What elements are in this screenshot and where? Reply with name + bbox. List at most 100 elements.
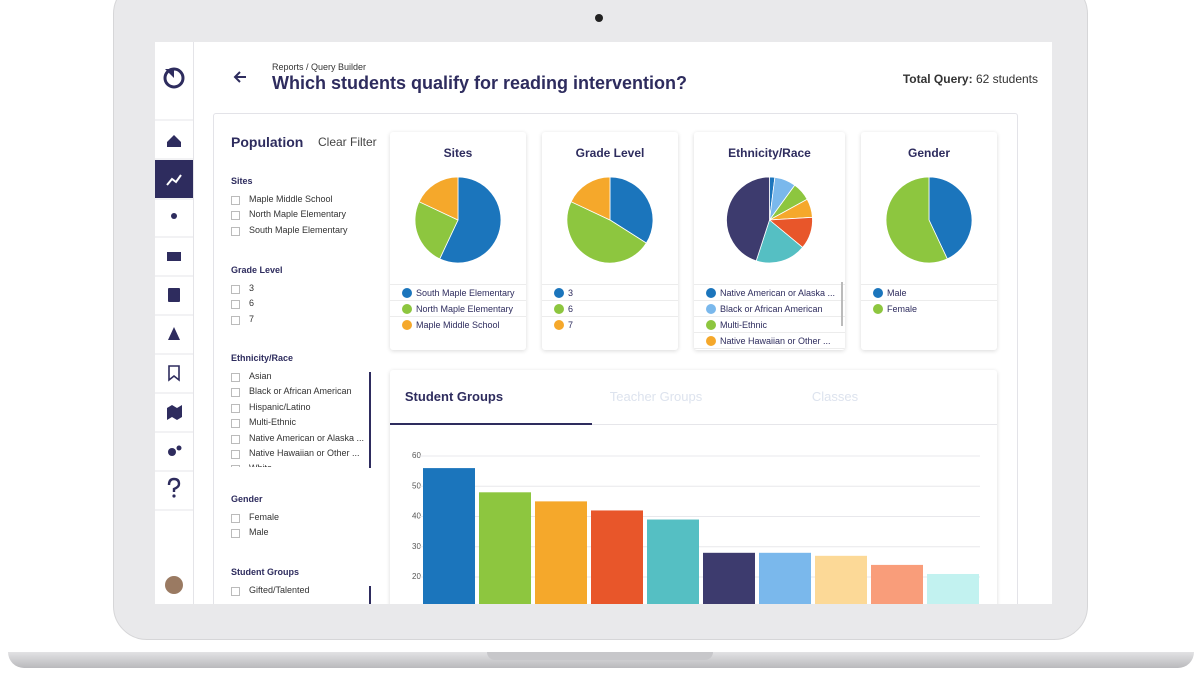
avatar[interactable] <box>165 576 183 594</box>
legend-scrollbar <box>841 282 843 326</box>
help-icon[interactable] <box>167 477 181 492</box>
option-label: Native Hawaiian or Other ... <box>249 448 360 458</box>
teach-icon[interactable] <box>167 252 181 261</box>
filter-option[interactable]: Asian <box>231 371 272 382</box>
tools-icon[interactable] <box>168 327 180 340</box>
checkbox[interactable] <box>231 514 240 523</box>
filter-option[interactable]: Gifted/Talented <box>231 585 310 596</box>
pie-title: Ethnicity/Race <box>728 146 811 160</box>
filter-option[interactable]: Female <box>231 512 280 523</box>
legend-item: South Maple Elementary <box>390 284 526 300</box>
pie-slice <box>885 176 948 264</box>
y-tick-label: 30 <box>412 542 421 551</box>
tab[interactable]: Classes <box>811 389 859 404</box>
option-label: 7 <box>249 313 255 324</box>
filter-options: Maple Middle School North Maple Elementar… <box>231 194 371 254</box>
checkbox[interactable] <box>231 434 240 444</box>
checkbox[interactable] <box>231 419 240 429</box>
filter-option[interactable]: North Maple Elementary <box>231 209 346 221</box>
legend-label: 7 <box>568 320 574 330</box>
pie-card: Grade Level 3 6 7 <box>542 132 678 350</box>
filter-option[interactable]: Black or African American <box>231 386 352 398</box>
bar <box>535 501 587 604</box>
checkbox[interactable] <box>231 196 240 205</box>
pie-slice <box>755 219 804 264</box>
filter-option[interactable]: 7 <box>231 313 255 325</box>
legend-item: Black or African American <box>694 300 845 316</box>
groups-icon[interactable] <box>171 213 177 219</box>
option-label: Male <box>249 527 269 538</box>
breadcrumb[interactable]: Reports / Query Builder <box>272 62 367 72</box>
map-icon[interactable] <box>167 405 182 420</box>
checkbox[interactable] <box>231 300 240 310</box>
checkbox[interactable] <box>231 226 240 236</box>
legend-item: 6 <box>542 300 678 316</box>
checkbox[interactable] <box>231 403 240 413</box>
filter-option[interactable]: Native Hawaiian or Other ... <box>231 448 360 459</box>
legend-item: Asian <box>694 348 845 350</box>
scrollbar <box>369 586 371 604</box>
filter-heading: Grade Level <box>231 265 283 275</box>
filter-heading: Sites <box>231 176 253 186</box>
main-panel <box>213 113 1018 604</box>
filter-option[interactable]: 3 <box>231 283 254 294</box>
filter-option[interactable]: Multi-Ethnic <box>231 417 296 429</box>
home-icon[interactable] <box>167 135 181 147</box>
legend-item: North Maple Elementary <box>390 300 526 316</box>
bar <box>703 552 755 604</box>
legend-item: Maple Middle School <box>390 316 526 332</box>
option-label: White <box>249 463 272 467</box>
screen: Reports / Query Builder Which students q… <box>155 42 1052 604</box>
checkbox[interactable] <box>231 388 240 398</box>
pie <box>885 176 973 264</box>
reports-icon[interactable] <box>166 174 182 186</box>
settings-icon[interactable] <box>168 448 176 456</box>
total-value: 62 students <box>975 72 1038 86</box>
laptop-base <box>8 652 1194 668</box>
filter-option[interactable]: Maple Middle School <box>231 194 333 205</box>
bar <box>423 468 475 604</box>
filter-option[interactable]: Native American or Alaska ... <box>231 433 364 444</box>
checkbox[interactable] <box>231 529 240 539</box>
legend-item: Male <box>861 284 997 300</box>
pie-slice <box>414 201 459 260</box>
legend-swatch <box>554 320 564 330</box>
y-tick-label: 50 <box>412 481 421 490</box>
clear-filter[interactable]: Clear Filter <box>318 135 377 149</box>
y-tick-label: 40 <box>412 512 421 521</box>
pie-slice <box>566 201 647 264</box>
legend-label: Native Hawaiian or Other ... <box>720 336 831 346</box>
legend-item: 7 <box>542 316 678 332</box>
back-arrow[interactable] <box>233 70 247 84</box>
filter-option[interactable]: White <box>231 463 272 467</box>
checkbox[interactable] <box>231 465 240 467</box>
legend-label: North Maple Elementary <box>416 304 514 314</box>
tab[interactable]: Teacher Groups <box>609 389 703 404</box>
book-icon[interactable] <box>168 288 180 302</box>
checkbox[interactable] <box>231 285 240 294</box>
option-label: Female <box>249 512 280 522</box>
legend-item: Native Hawaiian or Other ... <box>694 332 845 348</box>
sidebar-icons <box>155 67 193 594</box>
checkbox[interactable] <box>231 315 240 325</box>
option-label: 6 <box>249 298 255 309</box>
bookmark-icon[interactable] <box>168 365 180 382</box>
tab-divider <box>390 424 997 425</box>
tab[interactable]: Student Groups <box>404 389 504 404</box>
filter-list: Sites Maple Middle School North Maple Elem… <box>231 42 381 604</box>
checkbox[interactable] <box>231 587 240 596</box>
legend-label: Multi-Ethnic <box>720 320 768 330</box>
filter-option[interactable]: 6 <box>231 298 255 310</box>
filter-option[interactable]: Hispanic/Latino <box>231 402 311 413</box>
checkbox[interactable] <box>231 373 240 382</box>
legend-label: 3 <box>568 288 574 298</box>
checkbox[interactable] <box>231 211 240 221</box>
filter-options: Gifted/Talented <box>231 585 371 604</box>
filter-option[interactable]: South Maple Elementary <box>231 225 348 236</box>
laptop-notch <box>487 652 713 660</box>
active-nav[interactable] <box>155 160 193 198</box>
legend-swatch <box>402 288 412 298</box>
checkbox[interactable] <box>231 450 240 459</box>
filter-option[interactable]: Male <box>231 527 269 539</box>
pie-slice <box>726 176 770 262</box>
